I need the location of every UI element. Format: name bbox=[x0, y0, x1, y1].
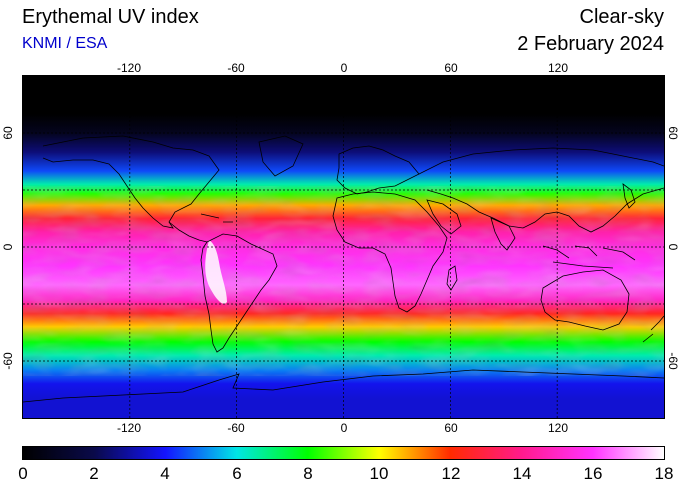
left-lat-tick: -60 bbox=[1, 352, 15, 370]
coastline-india bbox=[490, 217, 516, 251]
colorbar-tick: 4 bbox=[160, 464, 170, 483]
coastline-antarctica bbox=[23, 369, 664, 403]
colorbar-tick: 6 bbox=[232, 464, 242, 483]
left-lat-tick: 0 bbox=[1, 243, 15, 251]
bottom-lon-tick: -120 bbox=[116, 421, 142, 435]
coastline-south-america bbox=[200, 233, 278, 353]
colorbar-tick: 12 bbox=[441, 464, 461, 483]
colorbar-tick: 8 bbox=[303, 464, 313, 483]
coastline-africa bbox=[332, 191, 448, 313]
coastline-central-america bbox=[168, 221, 208, 243]
colorbar-tick: 2 bbox=[89, 464, 99, 483]
colorbar bbox=[22, 446, 665, 460]
coastline-europe bbox=[336, 145, 420, 195]
bottom-lon-tick: 120 bbox=[547, 421, 569, 435]
coastline-caribbean bbox=[200, 213, 233, 223]
bottom-lon-tick: -60 bbox=[227, 421, 245, 435]
coastline-australia bbox=[540, 269, 630, 331]
left-lat-tick: 60 bbox=[1, 126, 15, 140]
colorbar-tick: 10 bbox=[369, 464, 389, 483]
colorbar-tick: 18 bbox=[654, 464, 674, 483]
top-lon-tick: -120 bbox=[116, 61, 142, 75]
right-lat-tick: 60 bbox=[666, 126, 680, 140]
coastline-asia bbox=[418, 147, 664, 233]
graticule bbox=[23, 76, 664, 418]
top-lon-tick: 60 bbox=[444, 61, 458, 75]
right-lat-tick: 0 bbox=[666, 243, 680, 251]
right-lat-tick: -60 bbox=[666, 352, 680, 370]
coastline-arabia bbox=[426, 199, 462, 235]
coastline-japan bbox=[622, 183, 636, 209]
colorbar-tick: 16 bbox=[583, 464, 603, 483]
date-label: 2 February 2024 bbox=[517, 33, 664, 55]
top-lon-tick: -60 bbox=[227, 61, 245, 75]
sky-mode-label: Clear-sky bbox=[579, 6, 664, 28]
colorbar-tick: 0 bbox=[18, 464, 28, 483]
top-lon-tick: 120 bbox=[547, 61, 569, 75]
credit-label: KNMI / ESA bbox=[22, 35, 108, 52]
uv-index-map bbox=[22, 75, 665, 419]
top-lon-tick: 0 bbox=[340, 61, 348, 75]
coastline-greenland bbox=[258, 135, 304, 177]
coastline-madagascar bbox=[446, 265, 458, 291]
bottom-lon-tick: 0 bbox=[340, 421, 348, 435]
colorbar-tick: 14 bbox=[512, 464, 532, 483]
coastline-new-zealand bbox=[642, 315, 664, 343]
bottom-lon-tick: 60 bbox=[444, 421, 458, 435]
andes-high-uv bbox=[205, 240, 227, 304]
colorbar-gradient bbox=[23, 447, 664, 459]
coastline-north-america bbox=[42, 135, 220, 229]
map-title: Erythemal UV index bbox=[22, 6, 199, 28]
